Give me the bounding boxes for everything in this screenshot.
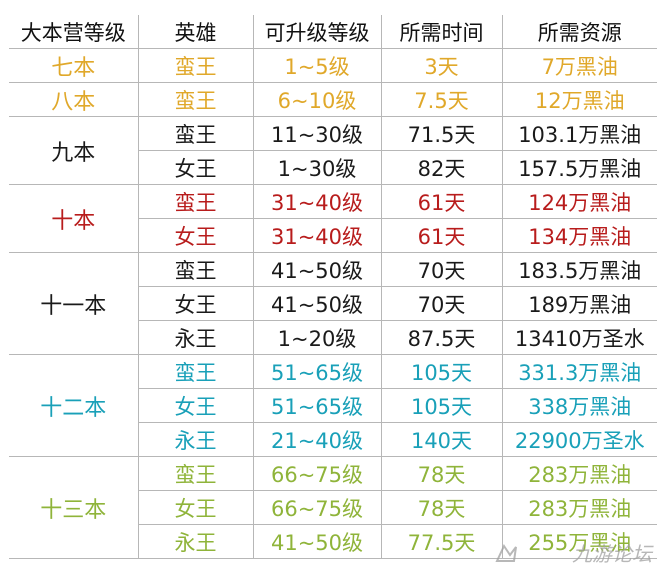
upgrade-range-cell: 21~40级 — [252, 422, 382, 457]
upgrade-range-cell: 6~10级 — [252, 82, 382, 117]
table-row: 十一本 蛮王 41~50级 70天 183.5万黑油 — [9, 252, 657, 355]
cost-cell: 283万黑油 — [501, 490, 657, 525]
cost-cell: 331.3万黑油 — [501, 354, 657, 389]
time-cell: 105天 — [380, 354, 503, 389]
hero-upgrade-table: 大本营等级 英雄 可升级等级 所需时间 所需资源 七本 蛮王 1~5级 3天 7万黑油八… — [9, 15, 657, 559]
table-row: 永王 41~50级 77.5天 255万黑油 — [9, 524, 657, 559]
time-cell: 61天 — [380, 218, 503, 253]
hero-cell: 蛮王 — [137, 252, 254, 287]
cost-cell: 189万黑油 — [501, 286, 657, 321]
cost-cell: 22900万圣水 — [501, 422, 657, 457]
table-row: 八本 蛮王 6~10级 7.5天 12万黑油 — [9, 82, 657, 117]
hero-cell: 永王 — [138, 320, 254, 355]
time-cell: 87.5天 — [380, 320, 503, 355]
upgrade-range-cell: 41~50级 — [252, 252, 382, 287]
header-town-hall-level: 大本营等级 — [9, 15, 139, 49]
header-upgrade-range: 可升级等级 — [252, 15, 382, 49]
header-resources-required: 所需资源 — [501, 15, 657, 49]
cost-cell: 255万黑油 — [501, 524, 657, 559]
hero-cell: 女王 — [138, 286, 254, 321]
hero-cell: 蛮王 — [137, 456, 254, 491]
cost-cell: 183.5万黑油 — [501, 252, 657, 287]
time-cell: 77.5天 — [380, 524, 503, 559]
upgrade-range-cell: 66~75级 — [252, 490, 382, 525]
watermark-text: 九游论坛 — [572, 542, 652, 566]
town-hall-level-cell: 十一本 — [9, 252, 139, 355]
town-hall-level-cell: 十本 — [9, 184, 139, 253]
time-cell: 78天 — [380, 490, 503, 525]
upgrade-range-cell: 51~65级 — [252, 354, 382, 389]
time-cell: 82天 — [380, 150, 503, 185]
cost-cell: 13410万圣水 — [501, 320, 657, 355]
hero-cell: 女王 — [138, 388, 254, 423]
time-cell: 78天 — [380, 456, 503, 491]
hero-cell: 蛮王 — [137, 82, 254, 117]
time-cell: 71.5天 — [380, 116, 503, 151]
table-header: 大本营等级 英雄 可升级等级 所需时间 所需资源 — [9, 15, 657, 49]
cost-cell: 283万黑油 — [501, 456, 657, 491]
hero-cell: 女王 — [138, 490, 254, 525]
time-cell: 7.5天 — [380, 82, 503, 117]
header-hero: 英雄 — [137, 15, 254, 49]
upgrade-range-cell: 1~20级 — [252, 320, 382, 355]
town-hall-level-cell: 十二本 — [9, 354, 139, 457]
table-row: 女王 41~50级 70天 189万黑油 — [9, 286, 657, 321]
time-cell: 70天 — [380, 252, 503, 287]
table-row: 女王 1~30级 82天 157.5万黑油 — [9, 150, 657, 185]
upgrade-range-cell: 31~40级 — [252, 184, 382, 219]
cost-cell: 12万黑油 — [501, 82, 657, 117]
upgrade-range-cell: 11~30级 — [252, 116, 382, 151]
upgrade-range-cell: 1~5级 — [252, 48, 382, 83]
hero-cell: 女王 — [138, 218, 254, 253]
time-cell: 3天 — [380, 48, 503, 83]
time-cell: 70天 — [380, 286, 503, 321]
hero-cell: 女王 — [138, 150, 254, 185]
table-row: 女王 51~65级 105天 338万黑油 — [9, 388, 657, 423]
upgrade-range-cell: 31~40级 — [252, 218, 382, 253]
upgrade-range-cell: 41~50级 — [252, 524, 382, 559]
time-cell: 105天 — [380, 388, 503, 423]
town-hall-level-cell: 十三本 — [9, 456, 139, 559]
cost-cell: 7万黑油 — [501, 48, 657, 83]
table-row: 十三本 蛮王 66~75级 78天 283万黑油 — [9, 456, 657, 559]
header-time-required: 所需时间 — [380, 15, 503, 49]
town-hall-level-cell: 七本 — [9, 48, 139, 83]
table-row: 七本 蛮王 1~5级 3天 7万黑油 — [9, 48, 657, 83]
hero-cell: 蛮王 — [137, 48, 254, 83]
time-cell: 61天 — [380, 184, 503, 219]
table-row: 十本 蛮王 31~40级 61天 124万黑油 — [9, 184, 657, 253]
table-row: 永王 1~20级 87.5天 13410万圣水 — [9, 320, 657, 355]
cost-cell: 103.1万黑油 — [501, 116, 657, 151]
town-hall-level-cell: 九本 — [9, 116, 139, 185]
cost-cell: 338万黑油 — [501, 388, 657, 423]
upgrade-range-cell: 41~50级 — [252, 286, 382, 321]
table-row: 十二本 蛮王 51~65级 105天 331.3万黑油 — [9, 354, 657, 457]
header-row: 大本营等级 英雄 可升级等级 所需时间 所需资源 — [9, 15, 657, 49]
town-hall-level-cell: 八本 — [9, 82, 139, 117]
time-cell: 140天 — [380, 422, 503, 457]
table-row: 女王 31~40级 61天 134万黑油 — [9, 218, 657, 253]
forum-logo-icon — [495, 543, 517, 562]
hero-cell: 永王 — [138, 422, 254, 457]
table-row: 九本 蛮王 11~30级 71.5天 103.1万黑油 — [9, 116, 657, 185]
cost-cell: 157.5万黑油 — [501, 150, 657, 185]
hero-cell: 蛮王 — [137, 116, 254, 151]
upgrade-range-cell: 51~65级 — [252, 388, 382, 423]
hero-cell: 永王 — [138, 524, 254, 559]
table-body: 七本 蛮王 1~5级 3天 7万黑油 八本 蛮王 6~10级 7.5天 12万黑油 九本 蛮王 11~3… — [9, 48, 657, 559]
table-row: 永王 21~40级 140天 22900万圣水 — [9, 422, 657, 457]
upgrade-range-cell: 66~75级 — [252, 456, 382, 491]
hero-cell: 蛮王 — [137, 354, 254, 389]
cost-cell: 124万黑油 — [501, 184, 657, 219]
upgrade-range-cell: 1~30级 — [252, 150, 382, 185]
hero-cell: 蛮王 — [137, 184, 254, 219]
table-row: 女王 66~75级 78天 283万黑油 — [9, 490, 657, 525]
cost-cell: 134万黑油 — [501, 218, 657, 253]
